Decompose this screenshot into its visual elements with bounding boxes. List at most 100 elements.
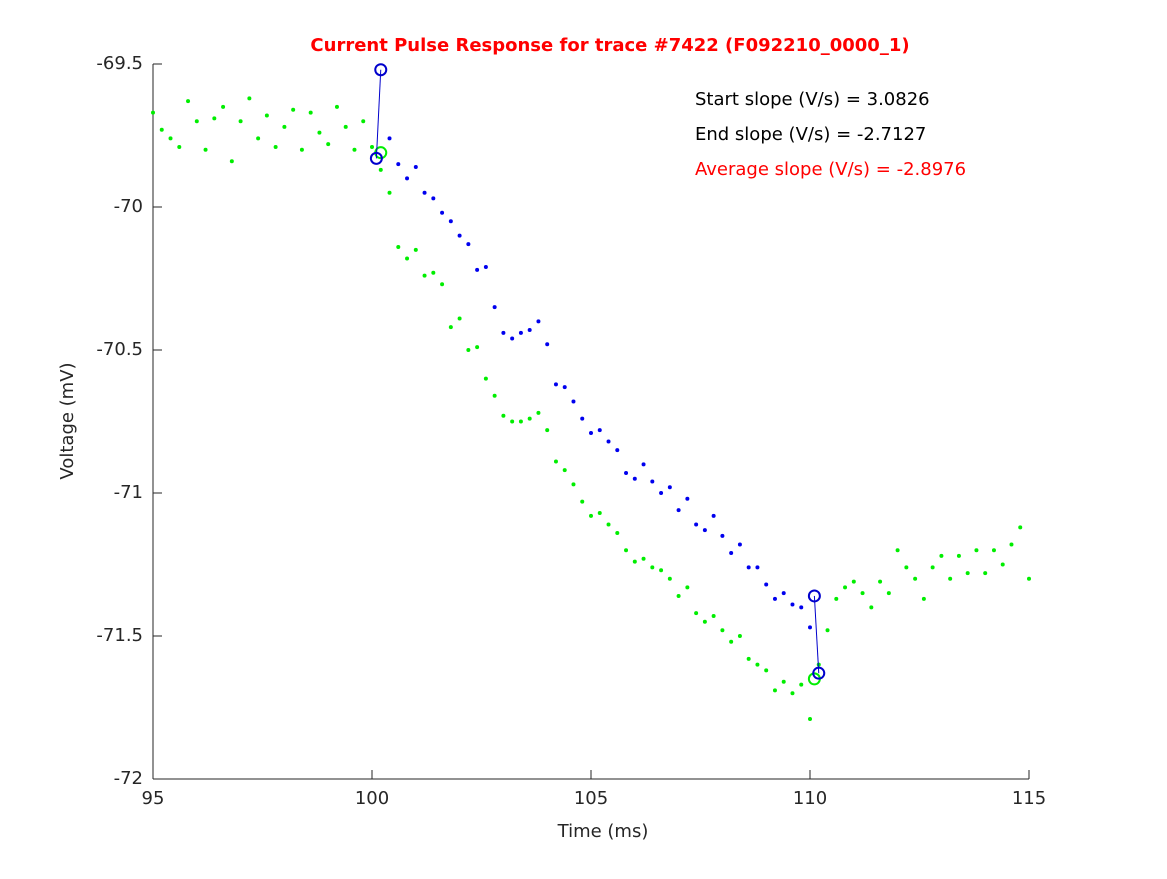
- data-point: [659, 491, 664, 495]
- data-point: [440, 210, 445, 215]
- data-point: [264, 113, 269, 118]
- data-point: [343, 124, 348, 129]
- data-point: [396, 245, 401, 250]
- data-point: [291, 107, 296, 112]
- chart-title: Current Pulse Response for trace #7422 (…: [310, 35, 909, 56]
- data-point: [799, 605, 804, 610]
- marker-circle: [369, 151, 383, 165]
- data-point: [956, 553, 961, 558]
- data-point: [895, 548, 900, 553]
- annotation: End slope (V/s) = -2.7127: [695, 124, 926, 145]
- data-point: [168, 136, 173, 141]
- data-point: [948, 576, 953, 581]
- data-point: [711, 613, 716, 618]
- data-point: [641, 556, 646, 561]
- data-point: [597, 428, 602, 433]
- annotation: Start slope (V/s) = 3.0826: [695, 89, 930, 110]
- data-point: [737, 542, 742, 547]
- annotation: Average slope (V/s) = -2.8976: [695, 159, 966, 180]
- data-point: [624, 548, 629, 553]
- data-point: [772, 596, 777, 601]
- data-point: [755, 662, 760, 667]
- data-point: [457, 316, 462, 321]
- y-tick-label: -69.5: [96, 53, 143, 74]
- data-point: [843, 585, 848, 590]
- data-point: [781, 591, 786, 596]
- data-point: [151, 110, 155, 115]
- data-point: [475, 345, 480, 350]
- data-point: [448, 219, 453, 224]
- data-point: [527, 327, 532, 332]
- data-point: [913, 576, 918, 581]
- x-tick-label: 95: [142, 788, 165, 809]
- data-point: [676, 593, 681, 598]
- marker-circle: [812, 666, 826, 680]
- marker-circle: [807, 589, 821, 603]
- data-point: [448, 325, 453, 330]
- data-point: [422, 273, 427, 278]
- y-tick-label: -70.5: [96, 339, 143, 360]
- data-point: [799, 682, 804, 687]
- data-point: [1027, 576, 1031, 581]
- data-point: [536, 319, 541, 324]
- data-point: [737, 634, 742, 638]
- data-point: [273, 144, 278, 149]
- data-point: [405, 256, 410, 261]
- data-point: [247, 96, 252, 101]
- data-point: [194, 119, 199, 124]
- data-point: [405, 176, 410, 181]
- data-point: [370, 144, 374, 149]
- data-point: [186, 99, 191, 104]
- data-point: [440, 282, 445, 287]
- data-point: [1009, 542, 1014, 547]
- data-point: [606, 439, 611, 444]
- data-point: [317, 130, 322, 135]
- data-point: [580, 416, 585, 421]
- data-point: [606, 522, 611, 527]
- data-point: [589, 430, 593, 435]
- data-point: [256, 136, 261, 141]
- data-point: [492, 305, 497, 310]
- data-point: [431, 196, 436, 201]
- data-point: [790, 602, 795, 607]
- data-point: [772, 688, 777, 693]
- data-point: [352, 147, 357, 152]
- data-point: [177, 144, 182, 149]
- data-point: [501, 330, 506, 335]
- data-point: [746, 565, 751, 570]
- data-point: [553, 459, 558, 464]
- data-point: [282, 124, 287, 129]
- data-point: [562, 385, 567, 390]
- data-point: [755, 565, 760, 570]
- data-point: [475, 267, 480, 272]
- data-point: [834, 596, 839, 601]
- data-point: [536, 410, 541, 415]
- data-point: [694, 611, 699, 616]
- data-point: [729, 639, 734, 644]
- data-point: [510, 419, 515, 424]
- data-point: [580, 499, 585, 504]
- data-point: [904, 565, 909, 570]
- data-point: [396, 162, 401, 167]
- data-point: [878, 579, 883, 584]
- connector-line: [813, 595, 820, 674]
- data-point: [510, 336, 515, 341]
- data-point: [562, 468, 567, 473]
- data-point: [238, 119, 243, 124]
- x-tick-label: 105: [574, 788, 608, 809]
- data-point: [597, 511, 602, 516]
- data-point: [624, 470, 629, 475]
- y-tick-label: -72: [114, 768, 143, 789]
- data-point: [378, 167, 383, 172]
- data-point: [702, 619, 707, 624]
- x-tick-label: 110: [793, 788, 827, 809]
- y-tick-label: -71.5: [96, 625, 143, 646]
- data-point: [571, 482, 576, 487]
- data-point: [851, 579, 856, 584]
- data-point: [729, 551, 734, 556]
- data-point: [413, 247, 418, 252]
- data-point: [361, 119, 366, 124]
- data-point: [720, 533, 725, 538]
- data-point: [711, 513, 716, 518]
